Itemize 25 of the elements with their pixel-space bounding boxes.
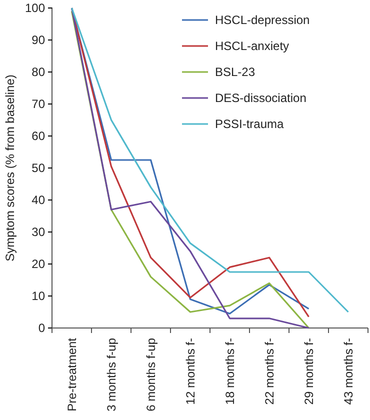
y-tick-label: 0 xyxy=(38,320,46,335)
x-tick-label: Pre-treatment xyxy=(64,337,79,412)
y-axis-title: Symptom scores (% from baseline) xyxy=(3,74,17,262)
x-tick-label: 3 months f-up xyxy=(104,338,118,412)
y-tick-label: 90 xyxy=(32,32,46,47)
y-tick-label: 70 xyxy=(32,96,46,111)
y-tick-label: 60 xyxy=(32,128,46,143)
x-tick-label: 18 months f- xyxy=(222,338,237,405)
y-tick-label: 30 xyxy=(32,224,46,239)
y-tick-label: 10 xyxy=(32,288,46,303)
y-tick-label: 40 xyxy=(32,192,46,207)
y-tick-label: 80 xyxy=(32,64,46,79)
legend-label: HSCL-depression xyxy=(215,13,310,28)
x-tick-label: 29 months f- xyxy=(302,338,316,405)
legend-label: DES-dissociation xyxy=(215,91,306,106)
y-tick-label: 100 xyxy=(24,0,46,15)
legend-label: HSCL-anxiety xyxy=(215,39,290,54)
legend-label: PSSI-trauma xyxy=(215,117,284,132)
y-tick-label: 20 xyxy=(32,256,46,271)
y-tick-label: 50 xyxy=(32,160,46,175)
x-tick-label: 6 months f-up xyxy=(144,338,158,412)
x-tick-label: 22 months f- xyxy=(262,338,276,405)
x-tick-label: 43 months f- xyxy=(341,338,356,405)
x-tick-label: 12 months f- xyxy=(183,338,198,405)
legend-label: BSL-23 xyxy=(215,65,256,80)
